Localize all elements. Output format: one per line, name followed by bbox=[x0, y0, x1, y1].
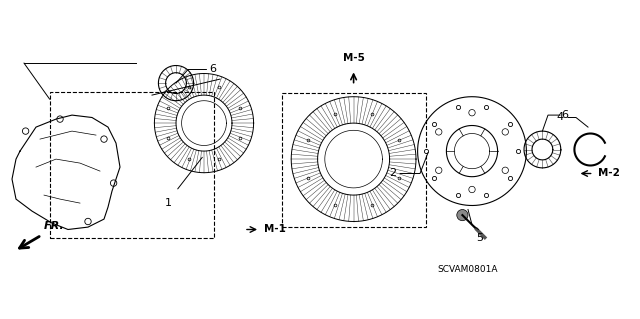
Text: 2: 2 bbox=[389, 168, 396, 179]
Text: 6: 6 bbox=[562, 110, 568, 120]
Text: M-1: M-1 bbox=[264, 225, 286, 234]
Text: 6: 6 bbox=[210, 64, 216, 75]
Text: 1: 1 bbox=[164, 197, 172, 207]
Text: M-5: M-5 bbox=[342, 53, 365, 63]
Text: M-2: M-2 bbox=[598, 168, 620, 179]
Text: 4: 4 bbox=[557, 113, 564, 122]
Text: FR.: FR. bbox=[44, 221, 65, 231]
Text: SCVAM0801A: SCVAM0801A bbox=[438, 265, 499, 274]
Text: 5: 5 bbox=[476, 233, 483, 243]
Circle shape bbox=[457, 210, 468, 221]
